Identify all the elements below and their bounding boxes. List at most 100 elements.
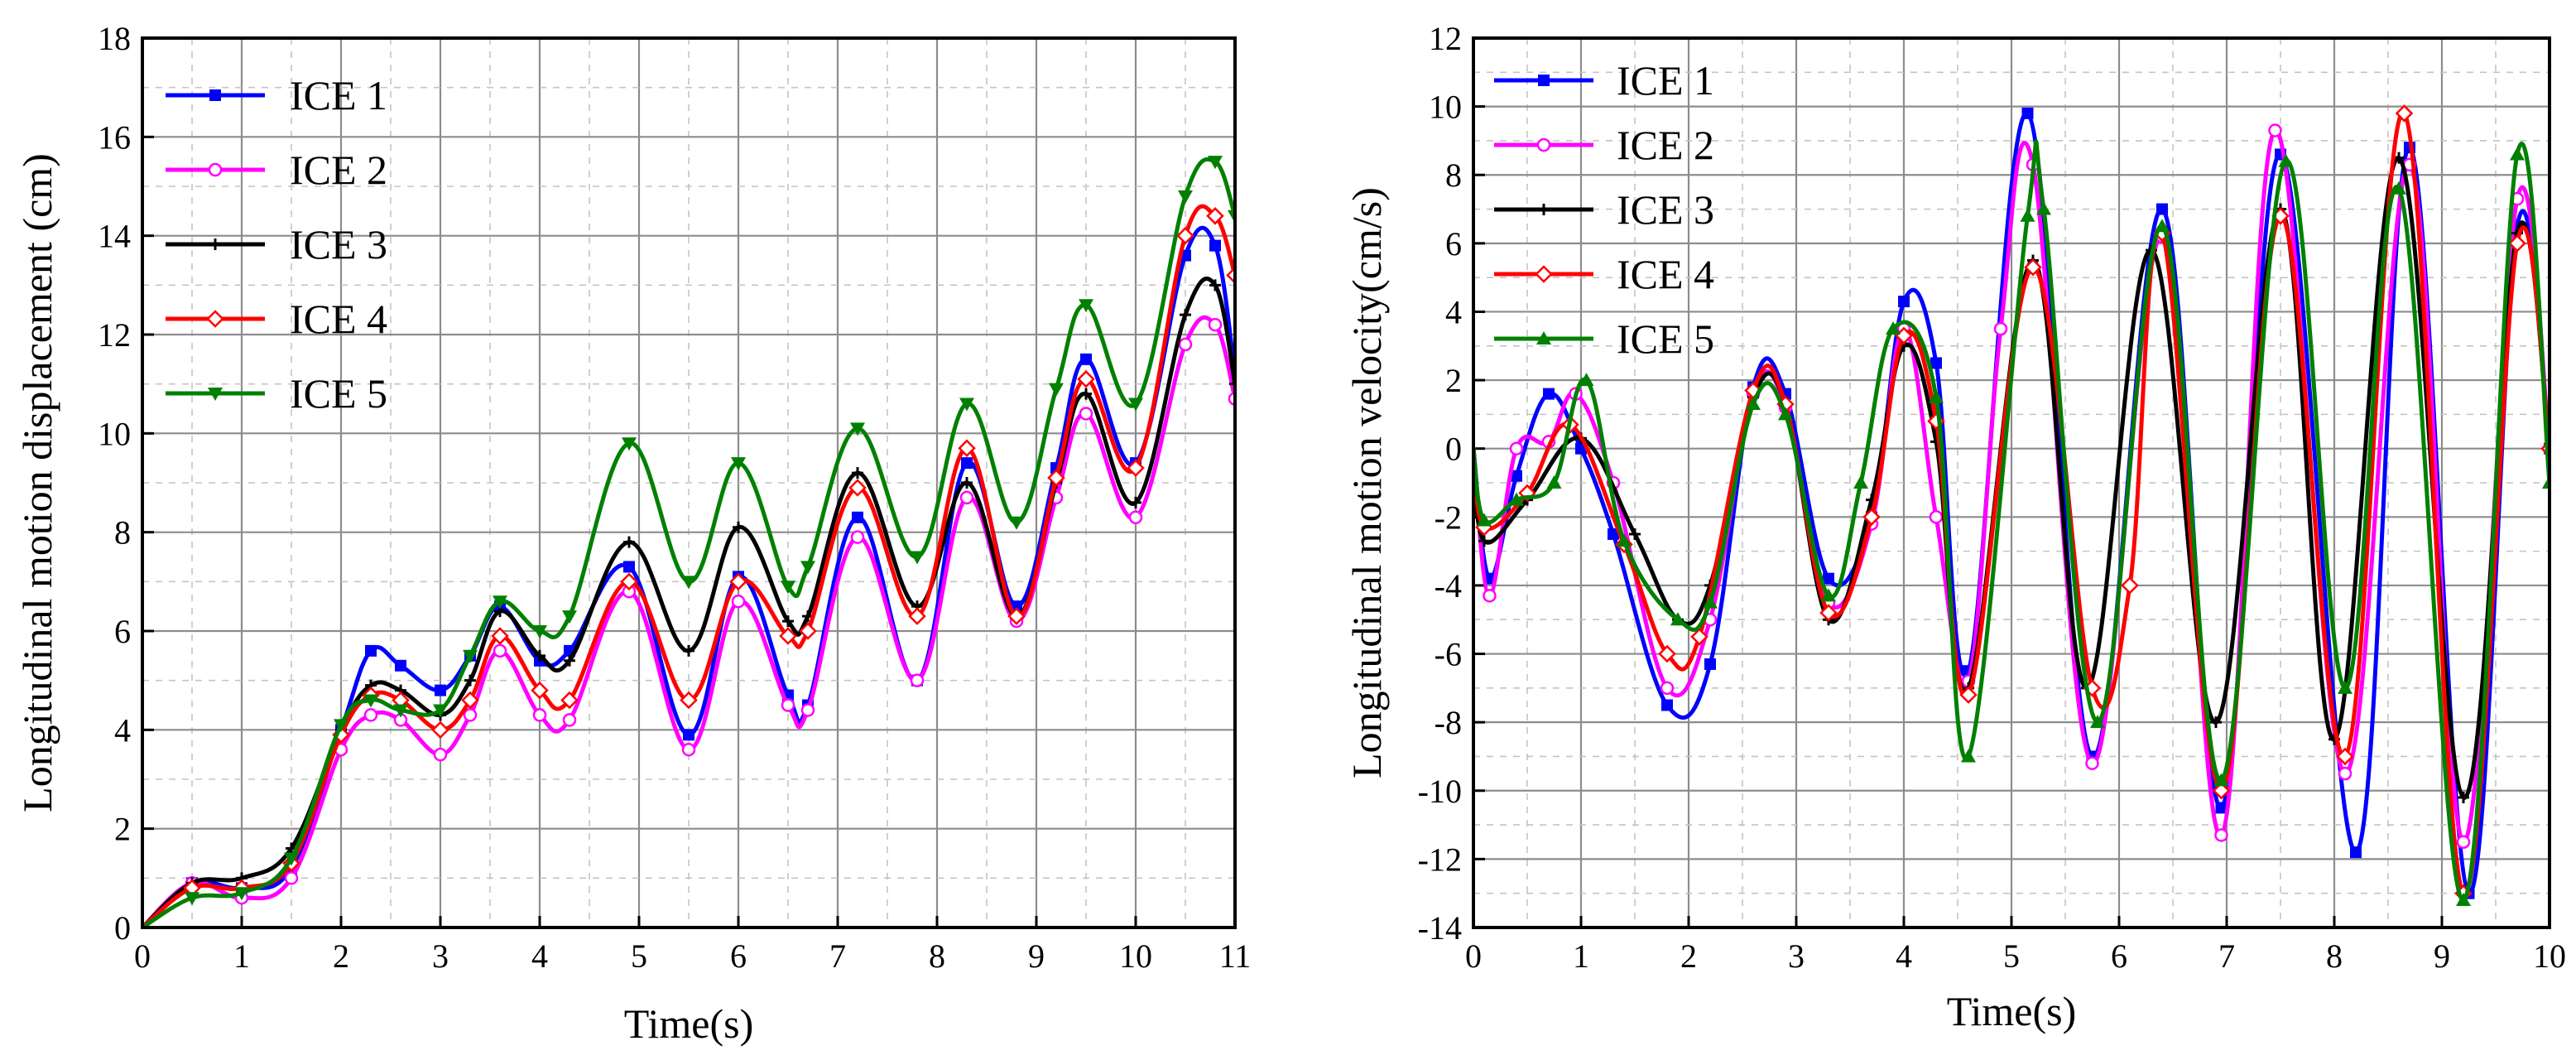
x-tick-label: 7 [829,937,846,975]
data-point [1617,533,1632,547]
data-point [491,627,509,645]
data-point [234,887,249,901]
legend-marker [1536,331,1551,344]
x-tick-label: 5 [2003,937,2020,975]
data-point [1821,588,1836,602]
data-point [1483,589,1497,603]
x-tick-label: 0 [1465,937,1482,975]
data-point [2268,123,2282,137]
data-point [800,703,815,717]
x-tick-label: 4 [1896,937,1912,975]
data-point [1483,572,1496,585]
y-tick-label: 12 [1429,20,1462,57]
legend-label: ICE 3 [1617,186,1714,233]
y-tick-label: -6 [1435,636,1462,673]
data-point [620,572,638,591]
data-point [1229,378,1235,390]
plot-frame [1472,36,2551,929]
data-point [493,643,507,658]
data-point [2278,153,2294,167]
data-point [1819,604,1838,622]
data-point [850,530,865,544]
data-point [532,708,547,722]
data-point [781,698,795,712]
legend-label: ICE 4 [1617,251,1714,297]
data-point [334,719,348,733]
y-tick-label: 8 [114,514,131,552]
data-point [2542,475,2550,489]
data-point [729,572,747,591]
x-tick-label: 9 [2434,937,2450,975]
data-point [1478,535,1490,547]
data-point [2508,234,2526,253]
data-point [681,576,696,590]
y-tick-label: 4 [1445,293,1462,330]
data-point [2156,203,2168,215]
y-tick-label: 6 [114,613,131,650]
x-tick-label: 6 [2111,937,2127,975]
y-tick-label: -14 [1418,909,1462,947]
data-point [284,871,299,885]
legend-marker [209,238,221,250]
data-point [623,536,635,548]
legend-marker [1538,204,1550,215]
data-point [681,742,696,757]
data-point [1130,496,1141,508]
data-point [1658,644,1676,663]
y-tick-label: 10 [1429,89,1462,126]
data-point [1077,369,1095,388]
data-point [464,674,476,687]
legend-marker [206,310,224,328]
data-point [1180,309,1191,321]
data-point [365,644,377,657]
legend-label: ICE 3 [290,221,387,267]
data-point [1886,321,1901,335]
data-point [1079,407,1093,421]
data-point [1007,607,1026,625]
legend-label: ICE 5 [290,370,387,417]
data-point [852,467,863,479]
x-tick-label: 5 [631,937,647,975]
data-point [1209,279,1221,292]
data-point [1690,628,1709,646]
legend-label: ICE 5 [1617,316,1714,362]
x-tick-label: 11 [1219,937,1252,975]
data-point [1660,681,1675,696]
legend-marker [1536,137,1551,152]
y-tick-label: 16 [98,118,131,156]
data-point [683,729,694,741]
data-point [961,457,973,470]
x-axis-label: Time(s) [1947,988,2077,1034]
data-point [433,704,448,718]
data-point [800,561,815,575]
data-point [1546,475,1562,489]
data-point [1511,470,1522,482]
data-point [910,551,925,565]
data-point [1930,357,1942,369]
data-point [1929,510,1944,524]
data-point [1509,492,1524,506]
data-point [1128,510,1143,525]
data-point [959,398,974,412]
data-point [1049,383,1064,397]
data-point [781,581,795,595]
y-tick-label: 2 [1445,362,1462,399]
data-point [1178,190,1193,204]
data-point [2214,828,2228,842]
x-tick-label: 7 [2218,937,2235,975]
data-point [1079,299,1093,313]
data-point [1127,459,1145,477]
y-axis-label: Longitudinal motion velocity(cm/s) [1343,187,1390,778]
data-point [1208,156,1223,170]
x-tick-label: 2 [1680,937,1697,975]
y-tick-label: 2 [114,811,131,848]
data-point [463,708,478,722]
data-point [1862,508,1881,527]
data-point [2036,201,2051,215]
data-point [2215,802,2228,814]
data-point [1629,528,1641,540]
legend-marker [1538,75,1550,86]
legend-entry: ICE 3 [166,221,387,267]
